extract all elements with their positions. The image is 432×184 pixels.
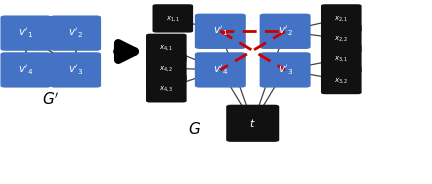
FancyBboxPatch shape <box>260 52 311 88</box>
Text: $x_{4,2}$: $x_{4,2}$ <box>159 64 174 72</box>
Text: $t$: $t$ <box>249 117 256 129</box>
FancyBboxPatch shape <box>146 74 187 102</box>
Text: $v'_1$: $v'_1$ <box>19 26 33 40</box>
FancyBboxPatch shape <box>321 45 362 73</box>
Text: $G$: $G$ <box>188 121 201 137</box>
FancyBboxPatch shape <box>50 15 101 51</box>
Text: $v'_2$: $v'_2$ <box>278 24 292 38</box>
FancyBboxPatch shape <box>321 66 362 94</box>
FancyBboxPatch shape <box>321 24 362 53</box>
FancyBboxPatch shape <box>152 4 193 33</box>
Text: $x_{4,1}$: $x_{4,1}$ <box>159 43 174 52</box>
Text: $v'_3$: $v'_3$ <box>278 63 292 77</box>
Text: $x_{2,2}$: $x_{2,2}$ <box>334 34 349 43</box>
Text: $v'_4$: $v'_4$ <box>18 63 34 77</box>
Text: $x_{3,1}$: $x_{3,1}$ <box>334 54 349 63</box>
Text: $v'_3$: $v'_3$ <box>68 63 83 77</box>
Text: $v'_2$: $v'_2$ <box>68 26 83 40</box>
FancyBboxPatch shape <box>195 52 246 88</box>
FancyBboxPatch shape <box>195 14 246 49</box>
Text: $x_{4,3}$: $x_{4,3}$ <box>159 84 174 93</box>
FancyBboxPatch shape <box>146 54 187 82</box>
Text: $v'_1$: $v'_1$ <box>213 24 228 38</box>
Text: $v'_4$: $v'_4$ <box>213 63 228 77</box>
FancyBboxPatch shape <box>0 52 51 88</box>
Text: $x_{2,1}$: $x_{2,1}$ <box>334 14 349 23</box>
FancyBboxPatch shape <box>0 15 51 51</box>
FancyBboxPatch shape <box>50 52 101 88</box>
Text: $G'$: $G'$ <box>42 91 60 108</box>
Text: $x_{3,2}$: $x_{3,2}$ <box>334 76 349 84</box>
Text: $x_{1,1}$: $x_{1,1}$ <box>165 14 180 23</box>
FancyBboxPatch shape <box>226 105 279 142</box>
FancyBboxPatch shape <box>321 4 362 33</box>
FancyBboxPatch shape <box>146 34 187 62</box>
FancyBboxPatch shape <box>260 14 311 49</box>
